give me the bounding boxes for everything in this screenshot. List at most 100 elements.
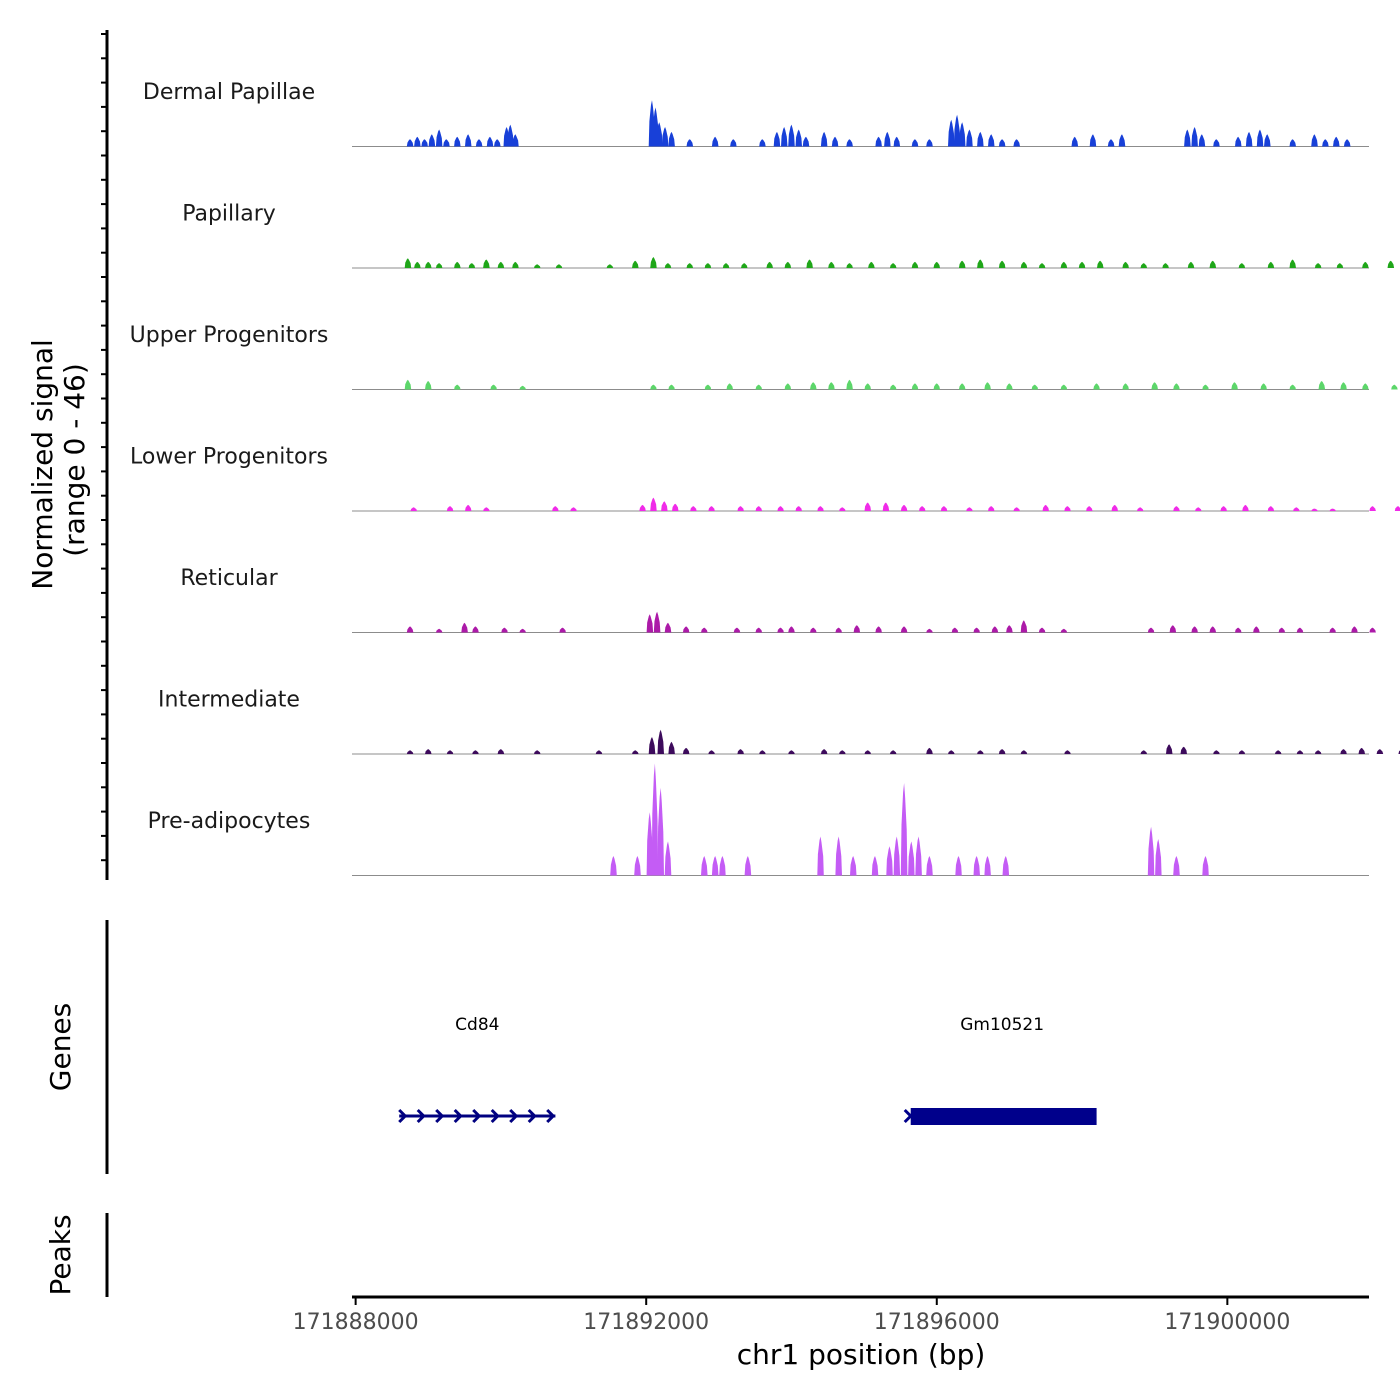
- signal-peak: [1173, 506, 1180, 511]
- track-dermal-papillae: Dermal Papillae: [143, 80, 1369, 147]
- signal-peak: [784, 383, 792, 390]
- signal-peak: [1318, 381, 1326, 390]
- signal-peak: [657, 787, 664, 876]
- signal-peak: [940, 506, 948, 511]
- signal-peak: [817, 506, 824, 511]
- signal-peak: [871, 856, 879, 876]
- signal-peak: [911, 139, 919, 147]
- genes-panel-label: Genes: [44, 1003, 77, 1091]
- signal-peak: [795, 129, 802, 147]
- track-reticular: Reticular: [180, 566, 1376, 633]
- signal-peak: [926, 139, 933, 147]
- signal-peak: [1264, 134, 1271, 147]
- signal-peak: [472, 750, 479, 754]
- signal-peak: [988, 506, 995, 511]
- signal-peak: [810, 382, 817, 390]
- signal-peak: [820, 749, 828, 754]
- signal-peak: [610, 856, 617, 876]
- signal-peak: [839, 507, 846, 511]
- signal-peak: [846, 379, 853, 390]
- signal-peak: [468, 263, 476, 268]
- signal-peak: [889, 384, 897, 390]
- signal-peak: [446, 506, 454, 511]
- signal-peak: [853, 625, 861, 633]
- signal-peak: [726, 383, 733, 390]
- track-label: Pre-adipocytes: [148, 809, 311, 834]
- signal-peak: [1209, 260, 1217, 268]
- signal-peak: [951, 627, 959, 633]
- signal-peak: [755, 627, 763, 633]
- signal-peak: [1209, 626, 1217, 633]
- signal-peak: [634, 856, 641, 876]
- signal-peak: [850, 856, 857, 876]
- signal-peak: [650, 497, 657, 511]
- signal-peak: [490, 384, 497, 390]
- signal-peak: [410, 507, 417, 511]
- signal-peak: [926, 747, 933, 754]
- signal-peak: [846, 263, 853, 268]
- signal-peak: [1089, 134, 1097, 147]
- signal-peak: [955, 856, 962, 876]
- signal-peak: [664, 263, 672, 268]
- gene-annotations: Cd84 Gm10521: [398, 1015, 1097, 1125]
- signal-peak: [755, 384, 763, 390]
- signal-peak: [632, 260, 639, 268]
- signal-peak: [483, 507, 490, 511]
- signal-peak: [788, 750, 795, 754]
- signal-peak: [552, 506, 559, 511]
- track-upper-progenitors: Upper Progenitors: [130, 323, 1398, 390]
- signal-peak: [519, 385, 526, 390]
- signal-peak: [454, 136, 461, 147]
- x-tick-label: 171888000: [293, 1310, 419, 1335]
- signal-peak: [711, 136, 719, 147]
- signal-peak: [1278, 627, 1286, 633]
- signal-peak: [406, 626, 414, 633]
- signal-peak: [1147, 627, 1155, 633]
- signal-peak: [686, 139, 694, 147]
- y-axis-label-line1: Normalized signal: [26, 339, 59, 590]
- signal-peak: [1147, 826, 1155, 876]
- strand-arrow: [903, 1108, 913, 1124]
- signal-peak: [421, 139, 428, 147]
- signal-peak: [900, 783, 908, 876]
- signal-peak: [1336, 263, 1344, 268]
- signal-peak: [465, 504, 472, 511]
- signal-peak: [534, 750, 541, 754]
- signal-peak: [435, 263, 443, 268]
- signal-peak: [722, 263, 730, 268]
- signal-peak: [719, 856, 726, 876]
- signal-peak: [704, 263, 712, 268]
- signal-peak: [465, 134, 472, 147]
- signal-peak: [1314, 750, 1322, 754]
- signal-peak: [414, 261, 421, 268]
- signal-peak: [1093, 383, 1100, 390]
- signal-peak: [741, 263, 748, 268]
- strand-arrow: [472, 1108, 482, 1124]
- signal-peak: [512, 261, 519, 268]
- signal-peak: [497, 261, 505, 268]
- signal-peak: [1358, 747, 1365, 754]
- signal-peak: [1064, 506, 1071, 511]
- signal-peak: [435, 129, 443, 147]
- signal-peak: [1253, 626, 1260, 633]
- track-pre-adipocytes: Pre-adipocytes: [148, 763, 1369, 876]
- signal-peak: [911, 261, 919, 268]
- signal-peak: [839, 750, 846, 754]
- signal-peak: [1256, 129, 1264, 147]
- signal-peak: [998, 260, 1006, 268]
- signal-peak: [483, 259, 490, 268]
- signal-peak: [1042, 504, 1049, 511]
- coverage-tracks: Dermal Papillae Papillary Upper Progenitor…: [130, 80, 1400, 876]
- signal-peak: [1002, 856, 1010, 876]
- signal-peak: [773, 131, 781, 147]
- signal-peak: [744, 856, 752, 876]
- signal-peak: [868, 261, 875, 268]
- signal-peak: [1013, 139, 1020, 147]
- signal-peak: [1231, 382, 1238, 390]
- signal-peak: [404, 258, 412, 268]
- signal-peak: [948, 750, 955, 754]
- signal-peak: [656, 122, 663, 147]
- gene-cd84: Cd84: [398, 1015, 556, 1124]
- x-tick-label: 171900000: [1164, 1310, 1290, 1335]
- signal-peak: [835, 836, 842, 876]
